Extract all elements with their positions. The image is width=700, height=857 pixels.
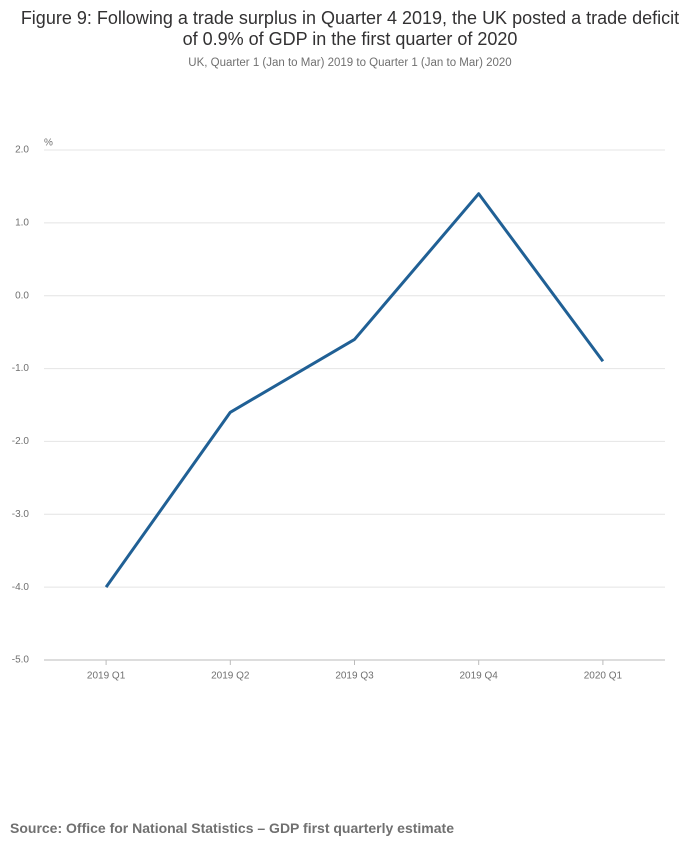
x-tick-label: 2019 Q1 — [87, 671, 126, 682]
y-tick-label: -1.0 — [12, 363, 30, 374]
x-tick-label: 2019 Q3 — [335, 671, 374, 682]
y-tick-label: 1.0 — [15, 217, 29, 228]
y-tick-label: 0.0 — [15, 290, 29, 301]
data-line — [104, 192, 605, 589]
y-tick-label: -3.0 — [12, 509, 30, 520]
y-tick-label: -2.0 — [12, 436, 30, 447]
chart-subtitle: UK, Quarter 1 (Jan to Mar) 2019 to Quart… — [188, 57, 512, 69]
y-tick-label: -4.0 — [12, 582, 30, 593]
x-tick-label: 2020 Q1 — [584, 671, 623, 682]
x-tick-label: 2019 Q2 — [211, 671, 250, 682]
source-note: Source: Office for National Statistics –… — [10, 820, 454, 836]
x-tick-label: 2019 Q4 — [460, 671, 499, 682]
y-axis-label: % — [44, 138, 53, 149]
y-tick-label: -5.0 — [12, 655, 30, 666]
chart-title: Figure 9: Following a trade surplus in Q… — [20, 8, 680, 49]
y-tick-label: 2.0 — [15, 145, 29, 156]
